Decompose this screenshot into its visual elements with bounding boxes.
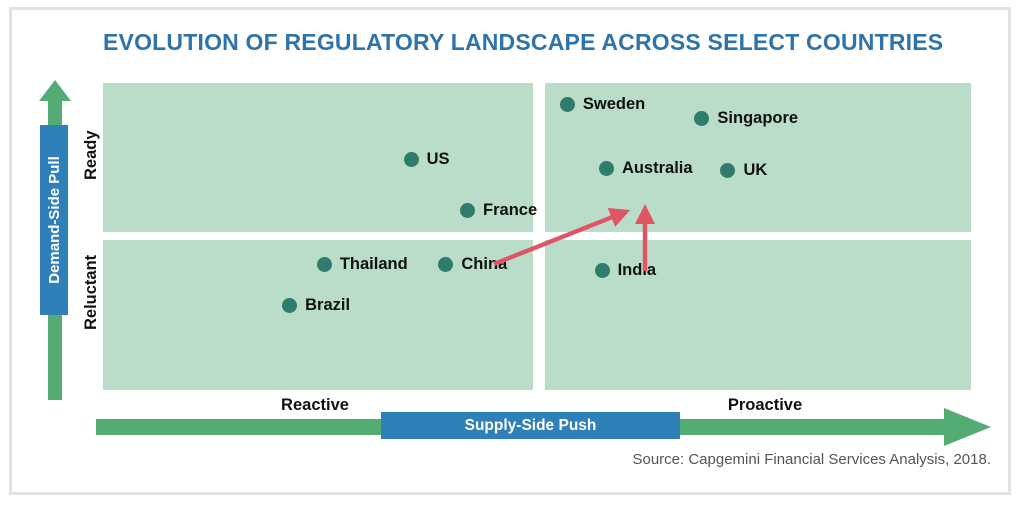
page-title: EVOLUTION OF REGULATORY LANDSCAPE ACROSS… <box>103 29 944 55</box>
horizontal-tick-reactive: Reactive <box>281 396 349 414</box>
quadrant-proactive-ready <box>545 83 971 232</box>
data-point-marker <box>594 262 610 278</box>
data-point-label: US <box>426 150 450 169</box>
data-point-us: US <box>403 150 450 169</box>
data-point-sweden: Sweden <box>559 94 646 114</box>
data-point-label: Singapore <box>717 108 799 127</box>
data-point-label: UK <box>743 160 768 179</box>
data-point-singapore: Singapore <box>694 109 798 128</box>
data-point-label: France <box>483 200 538 219</box>
vertical-axis-label: Demand-Side Pull <box>45 156 63 284</box>
data-point-marker <box>316 256 332 272</box>
data-point-india: India <box>594 260 657 280</box>
data-point-marker <box>282 298 298 314</box>
data-point-china: China <box>438 255 507 274</box>
data-point-marker <box>559 96 575 112</box>
vertical-tick-ready: Ready <box>82 130 100 180</box>
data-point-france: France <box>460 201 537 220</box>
data-point-marker <box>720 162 736 178</box>
horizontal-axis-label-band: Supply-Side Push <box>381 412 680 439</box>
source-note: Source: Capgemini Financial Services Ana… <box>632 451 991 468</box>
data-point-marker <box>598 161 614 177</box>
data-point-marker <box>403 152 419 168</box>
data-point-marker <box>694 110 710 126</box>
data-point-australia: Australia <box>598 159 693 178</box>
data-point-uk: UK <box>720 161 767 180</box>
data-point-marker <box>438 256 454 272</box>
data-point-label: China <box>461 254 508 273</box>
data-point-label: Thailand <box>339 254 408 273</box>
data-point-label: Australia <box>621 159 693 178</box>
vertical-tick-reluctant: Reluctant <box>82 254 100 330</box>
data-point-label: Sweden <box>582 94 646 113</box>
data-point-brazil: Brazil <box>282 296 350 315</box>
horizontal-tick-proactive: Proactive <box>727 396 803 414</box>
vertical-axis-label-band: Demand-Side Pull <box>40 125 68 315</box>
data-point-marker <box>460 202 476 218</box>
data-point-label: Brazil <box>305 296 351 315</box>
data-point-label: India <box>617 260 657 279</box>
data-point-thailand: Thailand <box>316 254 408 274</box>
